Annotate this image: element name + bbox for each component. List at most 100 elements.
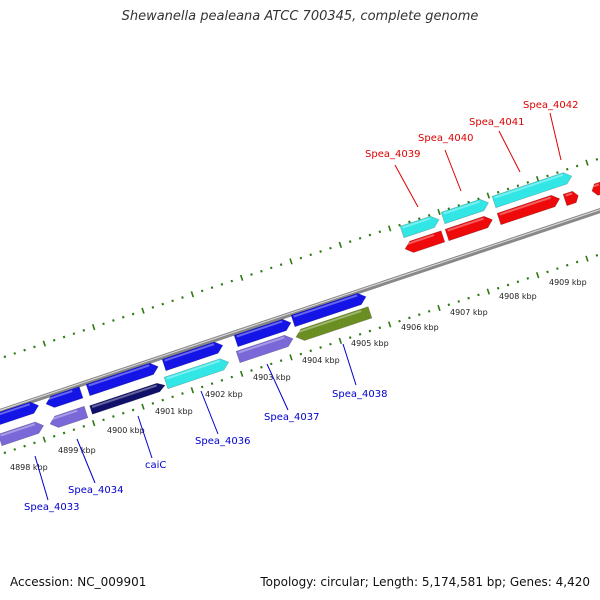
inner-track-tick — [398, 319, 401, 323]
inner-track-tick — [546, 270, 549, 274]
inner-track-tick — [250, 369, 253, 372]
gene-arrow-red-a-highlight — [405, 234, 435, 246]
outer-track-tick — [516, 184, 520, 188]
inner-track-tick — [121, 411, 125, 415]
outer-track-tick — [200, 289, 204, 293]
inner-track-tick — [230, 375, 234, 379]
leader-spea-4040 — [444, 149, 462, 192]
gene-arrow-spea-4041-highlight — [494, 173, 564, 199]
gene-arrow-e — [233, 318, 292, 348]
outer-track-tick — [3, 355, 7, 359]
gene-arrow-spea-4033-highlight — [0, 423, 36, 437]
gene-arrow-red-b-highlight — [447, 217, 484, 232]
outer-track-tick — [427, 213, 431, 217]
inner-track-tick — [91, 420, 96, 427]
inner-track-tick — [437, 304, 441, 312]
gene-arrow-red-c-highlight — [499, 196, 552, 216]
inner-track-tick — [190, 387, 195, 394]
outer-track-tick — [62, 335, 66, 339]
gene-arrow-spea-4042 — [562, 190, 579, 207]
outer-track-tick — [42, 340, 47, 347]
outer-track-tick — [447, 207, 451, 211]
outer-track-tick — [91, 324, 96, 331]
outer-track-tick — [13, 352, 17, 355]
outer-track-tick — [368, 233, 372, 237]
outer-track-tick — [171, 299, 174, 303]
inner-track-tick — [575, 260, 579, 264]
gene-arrow-a-highlight — [0, 403, 31, 416]
inner-track-tick — [319, 346, 322, 349]
inner-track-tick — [556, 267, 559, 270]
inner-track-tick — [467, 296, 470, 300]
inner-track-tick — [141, 403, 145, 410]
outer-track-tick — [565, 167, 569, 171]
outer-track-tick — [289, 258, 293, 265]
outer-track-tick — [161, 302, 165, 306]
inner-track-tick — [585, 255, 589, 262]
gene-arrow-a — [0, 401, 40, 425]
inner-track-tick — [329, 342, 332, 346]
kbp-label-4899: 4899 kbp — [58, 446, 96, 455]
gene-arrow-spea-4039-highlight — [402, 217, 431, 229]
kbp-label-4898: 4898 kbp — [10, 463, 48, 472]
gene-arrow-spea-4036-highlight — [166, 359, 221, 380]
outer-track-tick — [141, 307, 145, 314]
inner-track-tick — [535, 272, 540, 279]
inner-track-tick — [161, 398, 165, 402]
outer-track-tick — [437, 208, 441, 216]
outer-track-tick — [329, 246, 332, 250]
leader-spea-4036 — [200, 390, 219, 435]
outer-track-tick — [210, 286, 214, 290]
inner-track-tick — [82, 425, 86, 428]
outer-track-tick — [250, 273, 253, 276]
gene-arrow-e-highlight — [236, 320, 283, 338]
outer-track-tick — [486, 192, 491, 199]
gene-arrow-red-d — [591, 181, 600, 196]
leader-spea-4037 — [266, 363, 289, 411]
inner-track-tick — [52, 434, 56, 438]
outer-track-tick — [546, 174, 549, 178]
inner-track-tick — [387, 321, 392, 328]
gene-arrow-red-c — [496, 194, 561, 226]
inner-track-tick — [13, 448, 17, 451]
outer-track-tick — [82, 329, 86, 332]
kbp-label-4909: 4909 kbp — [549, 278, 587, 287]
outer-track-tick — [72, 332, 76, 336]
gene-arrow-spea-4033 — [0, 421, 45, 447]
inner-track-tick — [3, 451, 7, 455]
gene-arrow-spea-4038-highlight — [296, 310, 362, 334]
outer-track-tick — [230, 279, 234, 283]
gene-arrow-red-a — [404, 230, 446, 253]
outer-track-tick — [378, 230, 382, 234]
outer-track-tick — [112, 319, 115, 322]
tick-tracks — [3, 158, 599, 455]
gene-arrow-spea-4036 — [163, 358, 230, 390]
outer-track-tick — [575, 164, 579, 168]
inner-track-tick — [595, 254, 599, 257]
inner-track-tick — [151, 402, 155, 405]
gene-label-spea-4034: Spea_4034 — [68, 485, 123, 496]
gene-arrow-d-highlight — [164, 343, 215, 362]
inner-track-tick — [239, 370, 244, 377]
gene-label-spea-4038: Spea_4038 — [332, 389, 387, 400]
genome-backbone — [0, 208, 600, 414]
kbp-label-4900: 4900 kbp — [107, 426, 145, 435]
outer-track-tick — [595, 158, 599, 161]
gene-arrow-spea-4039 — [399, 215, 440, 239]
leader-spea-4033 — [34, 455, 49, 501]
leader-caic — [137, 415, 153, 459]
gene-arrow-spea-4034-highlight — [50, 409, 78, 421]
inner-track-tick — [496, 286, 500, 290]
kbp-label-4901: 4901 kbp — [155, 407, 193, 416]
accession-text: Accession: NC_009901 — [10, 575, 147, 589]
inner-track-tick — [33, 441, 36, 445]
kbp-label-4906: 4906 kbp — [401, 323, 439, 332]
gene-arrow-b — [45, 386, 84, 408]
genome-summary-text: Topology: circular; Length: 5,174,581 bp… — [260, 575, 590, 589]
gene-label-caic: caiC — [145, 460, 166, 471]
gene-arrow-spea-4040 — [440, 198, 489, 225]
inner-track-tick — [299, 352, 303, 356]
inner-track-tick — [417, 313, 421, 316]
gene-arrow-caic-highlight — [91, 384, 157, 408]
inner-track-tick — [279, 359, 283, 362]
